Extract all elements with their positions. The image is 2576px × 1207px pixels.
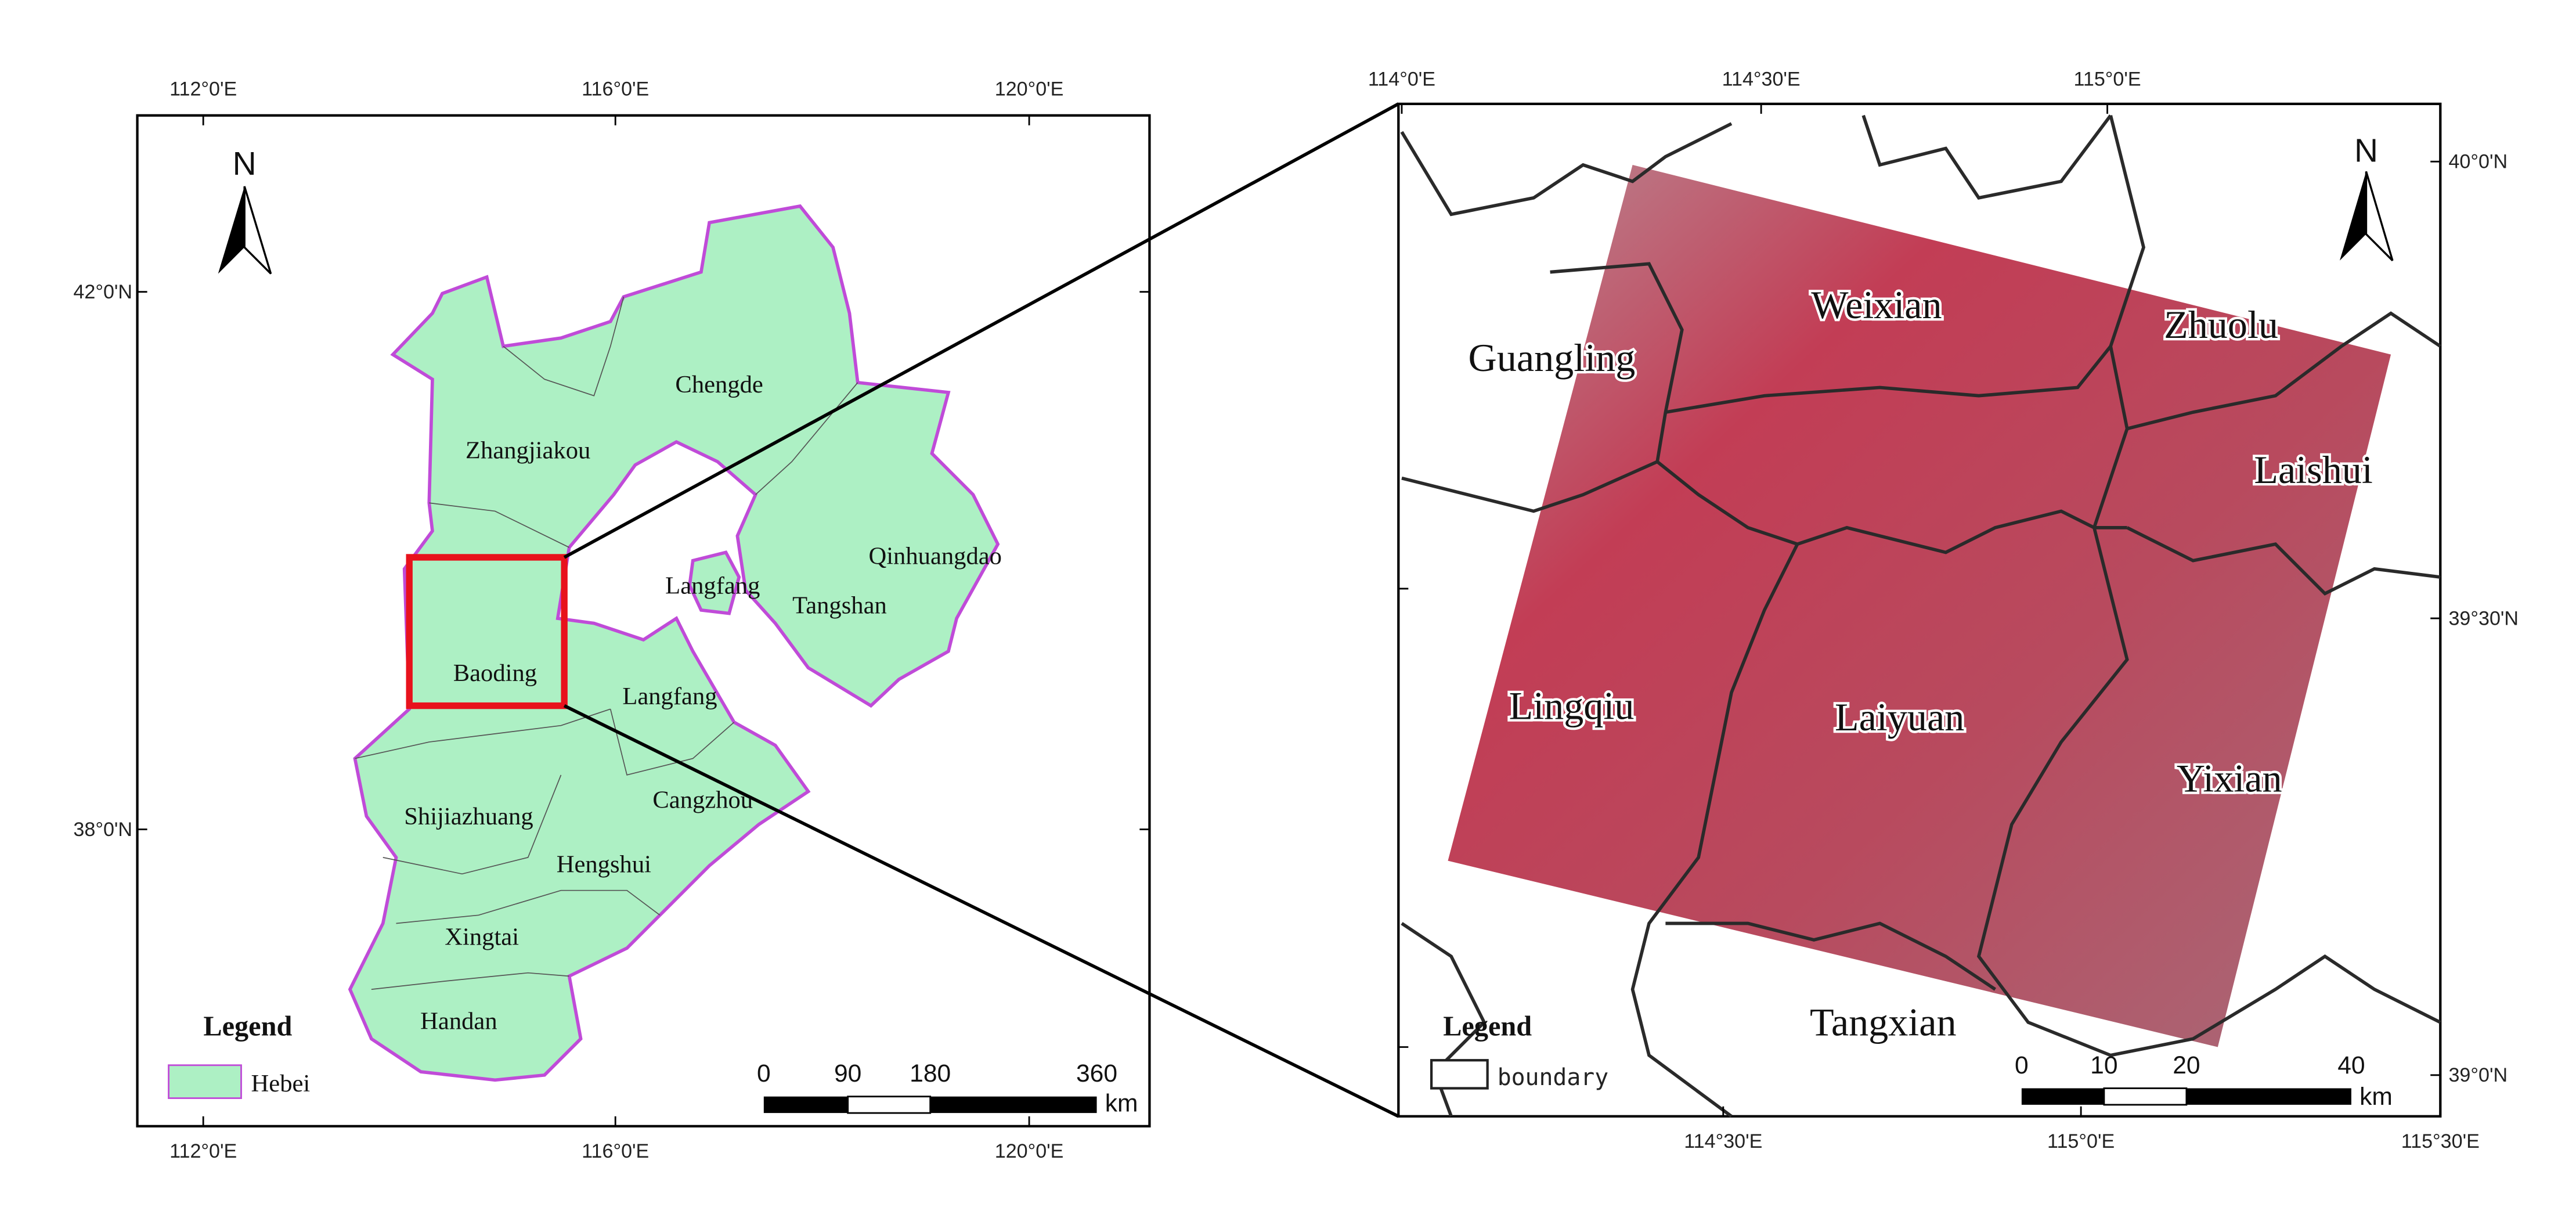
scale-bar: 0 90 180 360 km xyxy=(757,1060,1138,1117)
legend-label: Hebei xyxy=(251,1070,311,1097)
frame-ticks xyxy=(137,115,1150,1126)
region-label: Tangxian xyxy=(1810,1000,1957,1044)
right-map: 114°0'E 114°30'E 115°0'E 114°30'E 115°0'… xyxy=(1368,69,2519,1152)
region-label: Langfang xyxy=(665,572,760,599)
scale-label: 360 xyxy=(1076,1060,1117,1087)
connector-line xyxy=(563,102,1399,559)
region-label: Qinhuangdao xyxy=(868,542,1001,570)
region-label: Baoding xyxy=(453,660,537,687)
lat-label: 39°0'N xyxy=(2448,1064,2508,1086)
lon-label: 120°0'E xyxy=(995,78,1064,100)
legend-label: boundary xyxy=(1498,1064,1608,1091)
scale-label: 40 xyxy=(2337,1051,2365,1079)
lon-label: 115°0'E xyxy=(2047,1130,2115,1152)
lon-label: 114°0'E xyxy=(1368,69,1435,91)
lon-label: 115°30'E xyxy=(2401,1130,2480,1152)
lon-label: 116°0'E xyxy=(582,78,649,100)
langfang-enclave xyxy=(688,550,741,615)
scale-label: 20 xyxy=(2173,1051,2200,1079)
satellite-image xyxy=(1448,165,2391,1047)
scale-label: 0 xyxy=(2015,1051,2029,1079)
region-label: Zhuolu xyxy=(2164,302,2278,347)
scale-unit: km xyxy=(1105,1089,1138,1117)
scale-label: 90 xyxy=(834,1060,861,1087)
connector-line xyxy=(563,704,1399,1118)
lon-label: 112°0'E xyxy=(169,78,237,100)
lat-label: 42°0'N xyxy=(73,281,132,303)
frame-ticks xyxy=(1398,103,2441,1116)
scale-unit: km xyxy=(2359,1083,2393,1111)
scale-label: 0 xyxy=(757,1060,771,1087)
legend-title: Legend xyxy=(1443,1011,1532,1042)
lat-label: 39°30'N xyxy=(2448,607,2519,629)
region-label: Guangling xyxy=(1469,336,1636,380)
lat-label: 38°0'N xyxy=(73,819,132,841)
lon-label: 115°0'E xyxy=(2073,69,2141,91)
legend-swatch xyxy=(168,1064,242,1099)
lon-label: 114°30'E xyxy=(1722,69,1801,91)
study-area-box xyxy=(406,554,568,709)
region-label: Langfang xyxy=(622,683,717,710)
left-map: 112°0'E 116°0'E 120°0'E 112°0'E 116°0'E … xyxy=(73,78,1151,1162)
region-label: Xingtai xyxy=(445,923,519,950)
region-label: Hengshui xyxy=(557,851,651,878)
legend-swatch xyxy=(1430,1059,1489,1090)
north-label: N xyxy=(233,146,257,182)
region-label: Handan xyxy=(420,1007,497,1035)
legend-title: Legend xyxy=(203,1011,292,1042)
lon-label: 116°0'E xyxy=(582,1140,649,1162)
scale-bar: 0 10 20 40 km xyxy=(2015,1051,2393,1111)
region-label: Laishui xyxy=(2254,448,2372,492)
region-label: Laiyuan xyxy=(1835,695,1964,739)
region-label: Yixian xyxy=(2177,756,2282,800)
north-arrow: N xyxy=(218,146,272,275)
scale-label: 10 xyxy=(2090,1051,2117,1079)
region-label: Zhangjiakou xyxy=(466,437,590,464)
north-label: N xyxy=(2354,132,2378,169)
scale-label: 180 xyxy=(910,1060,951,1087)
lon-label: 120°0'E xyxy=(995,1140,1064,1162)
region-label: Tangshan xyxy=(792,592,887,619)
lon-label: 114°30'E xyxy=(1684,1130,1762,1152)
region-label: Chengde xyxy=(675,371,763,398)
north-arrow: N xyxy=(2340,132,2394,261)
county-boundaries xyxy=(1400,114,2441,1118)
region-label: Lingqiu xyxy=(1509,683,1635,727)
region-label: Weixian xyxy=(1811,283,1942,327)
lat-label: 40°0'N xyxy=(2448,151,2508,173)
region-label: Shijiazhuang xyxy=(404,803,533,830)
map-frame xyxy=(136,114,1151,1127)
lon-label: 112°0'E xyxy=(169,1140,237,1162)
